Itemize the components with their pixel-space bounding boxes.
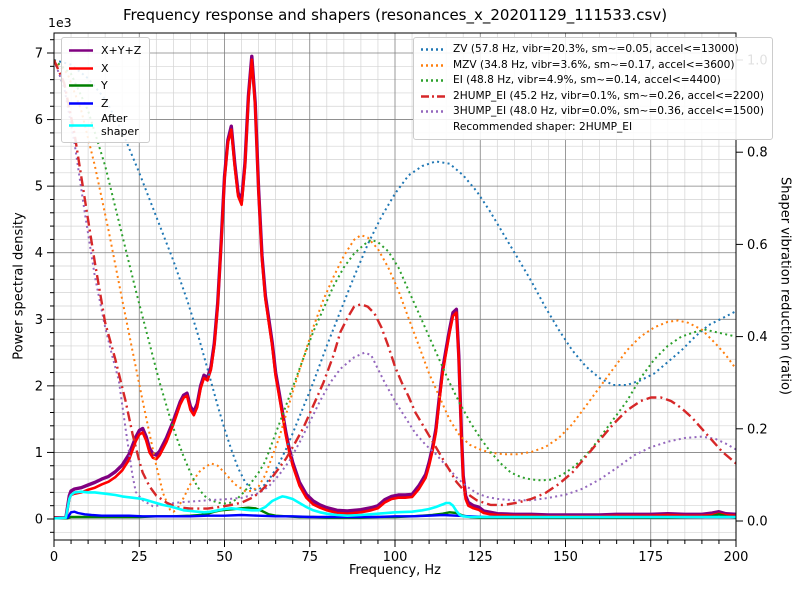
legend-line-sample — [421, 48, 445, 52]
mzv-line-sample — [420, 62, 446, 69]
z-line-sample — [68, 100, 94, 107]
legend-item-label: Y — [101, 79, 108, 93]
legend-item-label: MZV (34.8 Hz, vibr=3.6%, sm~=0.17, accel… — [453, 58, 735, 71]
legend-line-sample — [421, 79, 445, 83]
series-mzv — [54, 59, 736, 513]
x-tick-label: 200 — [724, 550, 749, 565]
legend-line-sample — [421, 63, 445, 67]
legend-line-sample — [421, 94, 445, 98]
left-y-tick-label: 5 — [35, 180, 43, 195]
left-y-axis-label: Power spectral density — [11, 212, 27, 360]
left-y-tick-label: 3 — [35, 313, 43, 328]
zv-line-sample — [420, 46, 446, 53]
legend-line-sample — [69, 66, 93, 70]
x-tick-label: 100 — [383, 550, 408, 565]
series-3hump-ei — [54, 59, 736, 508]
recommended-shaper-text: Recommended shaper: 2HUMP_EI — [453, 120, 633, 133]
right-y-tick-label: 0.8 — [747, 146, 768, 161]
legend-line-sample — [69, 123, 93, 127]
3hump-ei-line-sample — [420, 108, 446, 115]
legend-item: After shaper — [68, 112, 141, 138]
x-tick-label: 25 — [131, 550, 148, 565]
ei-line-sample — [420, 77, 446, 84]
legend-item-label: 2HUMP_EI (45.2 Hz, vibr=0.1%, sm~=0.26, … — [453, 89, 764, 102]
x-axis-label: Frequency, Hz — [348, 563, 442, 578]
x-tick-label: 175 — [638, 550, 663, 565]
x-tick-label: 0 — [50, 550, 58, 565]
2hump-ei-line-sample — [420, 93, 446, 100]
legend-line-sample — [69, 101, 93, 105]
y-axis-offset-text: 1e3 — [48, 15, 72, 30]
chart-title: Frequency response and shapers (resonanc… — [122, 6, 668, 24]
x-tick-label: 75 — [301, 550, 318, 565]
series-x — [54, 58, 736, 519]
legend-item: Y — [68, 77, 141, 95]
y-line-sample — [68, 82, 94, 89]
right-y-tick-label: 0.4 — [747, 330, 768, 345]
legend-item-label: After shaper — [101, 112, 139, 139]
legend-item-label: EI (48.8 Hz, vibr=4.9%, sm~=0.14, accel<… — [453, 74, 721, 87]
x-tick-label: 150 — [553, 550, 578, 565]
x-tick-label: 50 — [216, 550, 233, 565]
legend-item: EI (48.8 Hz, vibr=4.9%, sm~=0.14, accel<… — [420, 73, 764, 89]
legend-line-sample — [421, 110, 445, 114]
left-y-tick-label: 6 — [35, 113, 43, 128]
legend-line-sample — [69, 84, 93, 88]
x-line-sample — [68, 65, 94, 72]
legend-item-label: X — [101, 61, 109, 75]
legend-item-label: X+Y+Z — [101, 44, 142, 58]
grid-minor — [54, 33, 736, 540]
after-shaper-line-sample — [68, 122, 94, 129]
legend-item: Z — [68, 95, 141, 113]
right-y-tick-label: 0.0 — [747, 515, 768, 530]
left-y-tick-label: 0 — [35, 513, 43, 528]
legend-item: X — [68, 60, 141, 78]
left-y-tick-label: 4 — [35, 246, 43, 261]
legend-item: ZV (57.8 Hz, vibr=20.3%, sm~=0.05, accel… — [420, 42, 764, 58]
right-y-tick-label: 0.6 — [747, 238, 768, 253]
legend-item: 3HUMP_EI (48.0 Hz, vibr=0.0%, sm~=0.36, … — [420, 104, 764, 120]
legend-item: 2HUMP_EI (45.2 Hz, vibr=0.1%, sm~=0.26, … — [420, 89, 764, 105]
left-y-tick-label: 7 — [35, 47, 43, 62]
series-zv — [54, 59, 736, 491]
right-y-tick-label: 0.2 — [747, 422, 768, 437]
legend-psd: X+Y+Z X Y Z After shaper — [61, 37, 151, 144]
left-y-tick-label: 2 — [35, 379, 43, 394]
legend-item: MZV (34.8 Hz, vibr=3.6%, sm~=0.17, accel… — [420, 58, 764, 74]
right-y-axis-label: Shaper vibration reduction (ratio) — [777, 177, 793, 395]
legend-item: X+Y+Z — [68, 42, 141, 60]
series-2hump-ei — [54, 59, 736, 510]
legend-footer: Recommended shaper: 2HUMP_EI — [420, 120, 764, 136]
left-y-tick-label: 1 — [35, 446, 43, 461]
series-after-shaper — [54, 490, 736, 520]
axis-ticks — [47, 39, 743, 547]
x-y-z-line-sample — [68, 47, 94, 54]
legend-shapers: ZV (57.8 Hz, vibr=20.3%, sm~=0.05, accel… — [413, 37, 773, 140]
legend-item-label: 3HUMP_EI (48.0 Hz, vibr=0.0%, sm~=0.36, … — [453, 105, 764, 118]
legend-item-label: Z — [101, 96, 109, 110]
series-lines — [54, 54, 736, 520]
x-tick-label: 125 — [468, 550, 493, 565]
legend-item-label: ZV (57.8 Hz, vibr=20.3%, sm~=0.05, accel… — [453, 43, 739, 56]
legend-line-sample — [69, 49, 93, 53]
